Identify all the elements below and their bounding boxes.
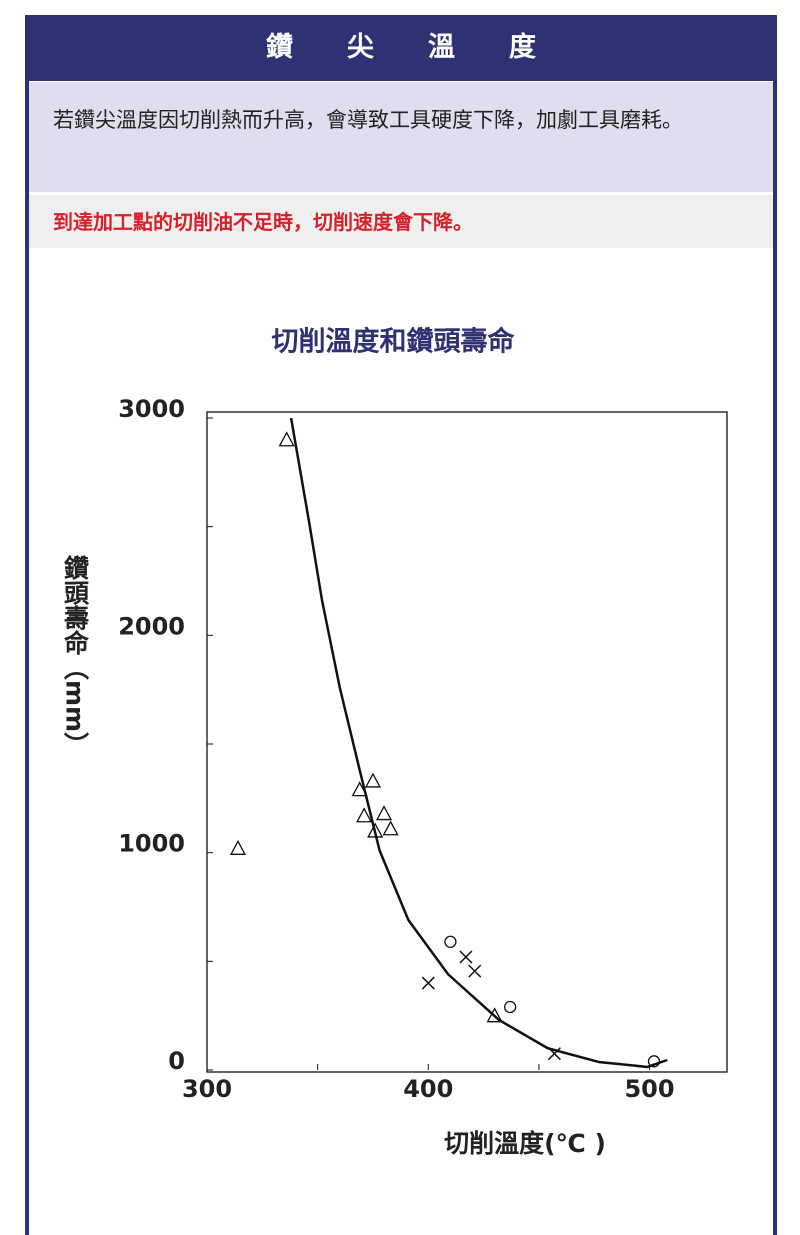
triangle-point bbox=[364, 772, 382, 788]
chart-title: 切削溫度和鑽頭壽命 bbox=[272, 326, 516, 358]
y-tick-label: 1000 bbox=[118, 830, 185, 858]
plot-frame bbox=[206, 411, 728, 1073]
circle-point bbox=[503, 1000, 517, 1014]
triangle-point bbox=[356, 807, 373, 823]
y-axis-label: 鑽頭壽命（mm） bbox=[61, 554, 90, 757]
warning-text: 到達加工點的切削油不足時，切削速度會下降。 bbox=[29, 195, 773, 248]
triangle-point bbox=[486, 1007, 503, 1023]
x-tick-label: 300 bbox=[182, 1075, 232, 1103]
header-title: 鑽 尖 溫 度 bbox=[29, 15, 773, 81]
y-tick-label: 3000 bbox=[118, 395, 185, 423]
triangle-point bbox=[229, 839, 247, 855]
x-tick-label: 400 bbox=[403, 1075, 453, 1103]
y-tick-label: 0 bbox=[168, 1047, 185, 1075]
y-tick-label: 2000 bbox=[118, 612, 185, 640]
triangle-point bbox=[278, 431, 295, 447]
triangle-point bbox=[375, 805, 393, 821]
x-tick-label: 500 bbox=[624, 1075, 674, 1103]
cross-point bbox=[468, 964, 482, 978]
triangle-point bbox=[382, 820, 399, 836]
x-axis-label: 切削溫度(℃ ) bbox=[444, 1129, 606, 1158]
circle-point bbox=[647, 1055, 661, 1068]
circle-point bbox=[444, 935, 457, 948]
fit-curve bbox=[289, 417, 668, 1069]
intro-text: 若鑽尖溫度因切削熱而升高，會導致工具硬度下降，加劇工具磨耗。 bbox=[29, 82, 773, 192]
cross-point bbox=[459, 950, 473, 964]
cross-point bbox=[421, 976, 435, 990]
card: 鑽 尖 溫 度 若鑽尖溫度因切削熱而升高，會導致工具硬度下降，加劇工具磨耗。 到… bbox=[25, 15, 777, 1235]
